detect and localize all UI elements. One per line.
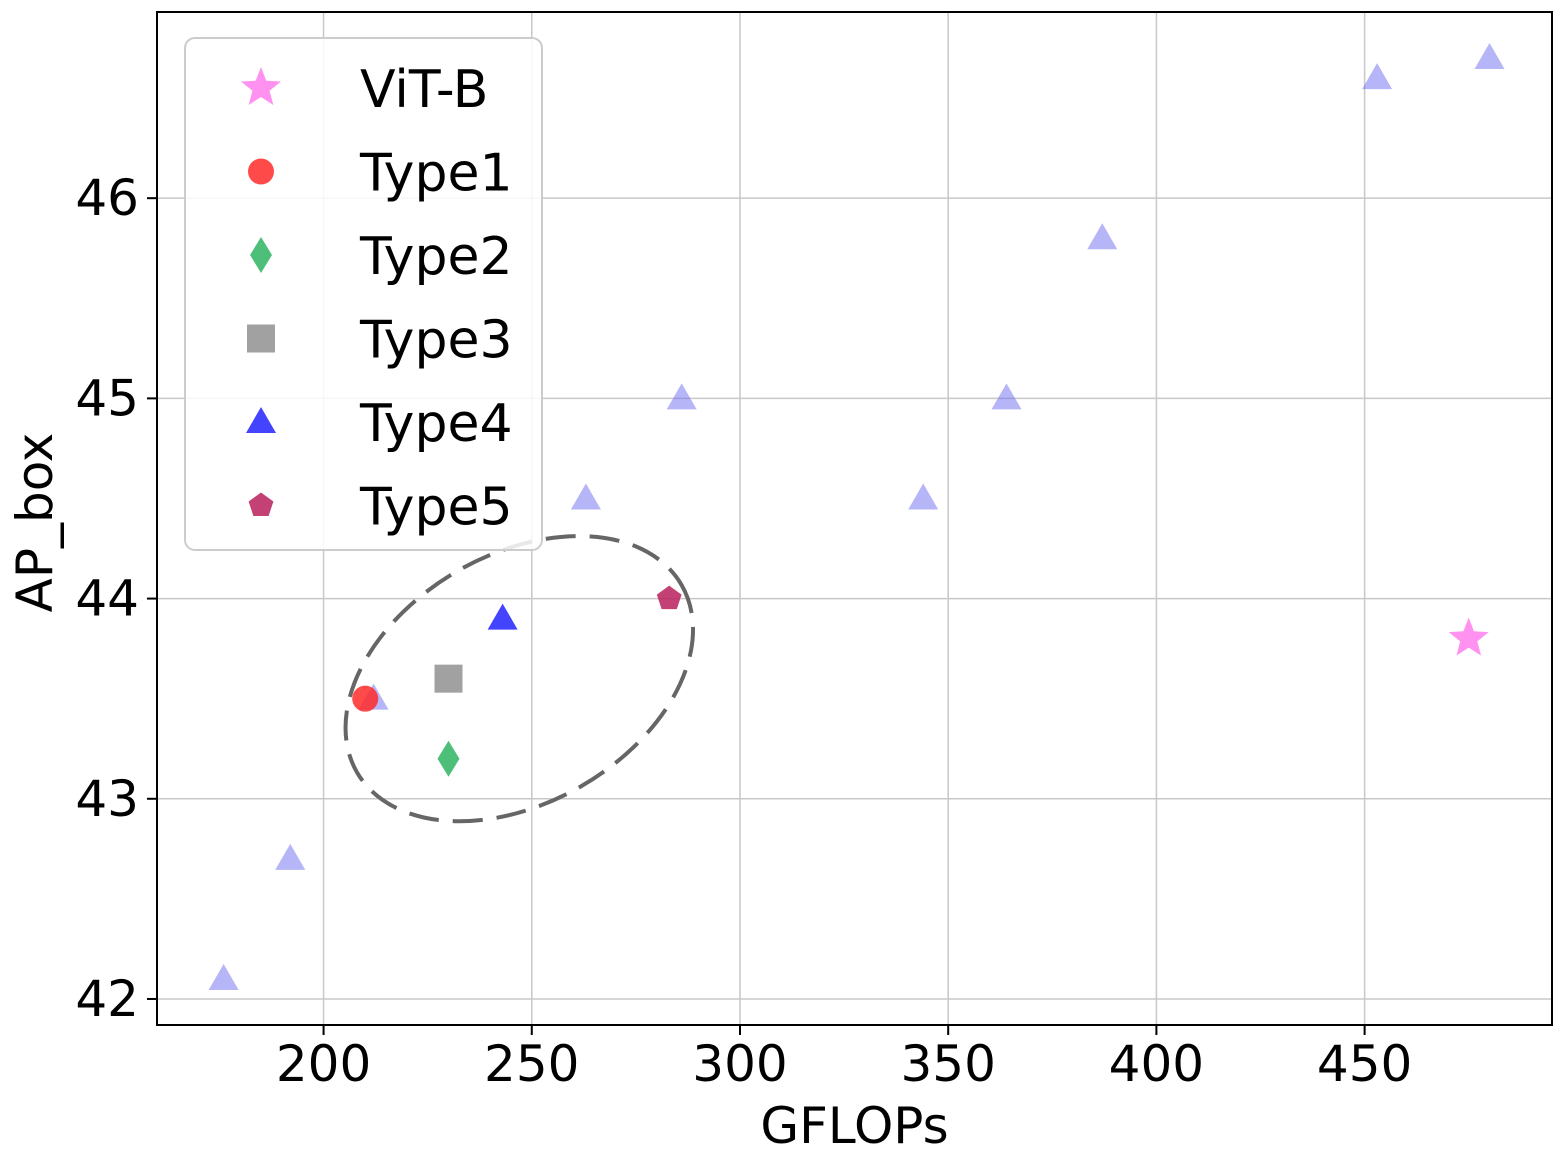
other-point (1362, 63, 1393, 90)
x-tick-label: 350 (900, 1035, 995, 1093)
type5-point (656, 585, 682, 610)
plot-frame (156, 11, 1553, 1026)
other-point (1474, 43, 1505, 70)
y-tick-label: 44 (75, 570, 139, 628)
legend: ViT-B Type1 Type2 Type3 Type4 Type5 (184, 37, 543, 551)
legend-label: Type2 (359, 227, 513, 287)
type1-point (352, 685, 379, 712)
y-tick-label: 46 (75, 169, 139, 227)
x-tick-label: 400 (1109, 1035, 1204, 1093)
other-point (666, 383, 697, 410)
type2-point (437, 740, 460, 777)
data-points (208, 43, 1505, 990)
other-point (208, 963, 239, 990)
x-axis-label: GFLOPs (760, 1097, 948, 1150)
legend-label: Type4 (359, 394, 513, 454)
highlight-ellipse (343, 534, 696, 824)
ticks: 200 250 300 350 400 450 42 43 44 45 46 (75, 169, 1412, 1093)
legend-box (184, 37, 543, 551)
other-point (570, 483, 601, 510)
other-point (275, 843, 306, 870)
legend-type2-marker (250, 237, 272, 273)
legend-type4-marker (246, 407, 276, 433)
legend-label: Type5 (359, 478, 513, 538)
legend-type3-marker (247, 324, 275, 353)
legend-label: Type1 (359, 144, 513, 204)
legend-type1-marker (248, 158, 274, 185)
y-tick-label: 42 (75, 970, 139, 1028)
x-tick-label: 450 (1317, 1035, 1412, 1093)
type4-point (487, 603, 518, 630)
y-axis-label: AP_box (6, 433, 64, 613)
other-point (1087, 223, 1118, 250)
y-tick-label: 45 (75, 369, 139, 427)
x-tick-label: 300 (692, 1035, 787, 1093)
y-tick-label: 43 (75, 770, 139, 828)
legend-vit-b-marker (241, 67, 281, 105)
other-point (991, 383, 1022, 410)
legend-type5-marker (248, 492, 274, 516)
legend-label: ViT-B (360, 60, 488, 120)
x-tick-label: 200 (276, 1035, 371, 1093)
vit-b-point (1448, 617, 1489, 656)
type3-point (434, 664, 463, 693)
other-point (908, 483, 939, 510)
annotations (343, 534, 696, 824)
legend-label: Type3 (359, 311, 513, 371)
x-tick-label: 250 (484, 1035, 579, 1093)
